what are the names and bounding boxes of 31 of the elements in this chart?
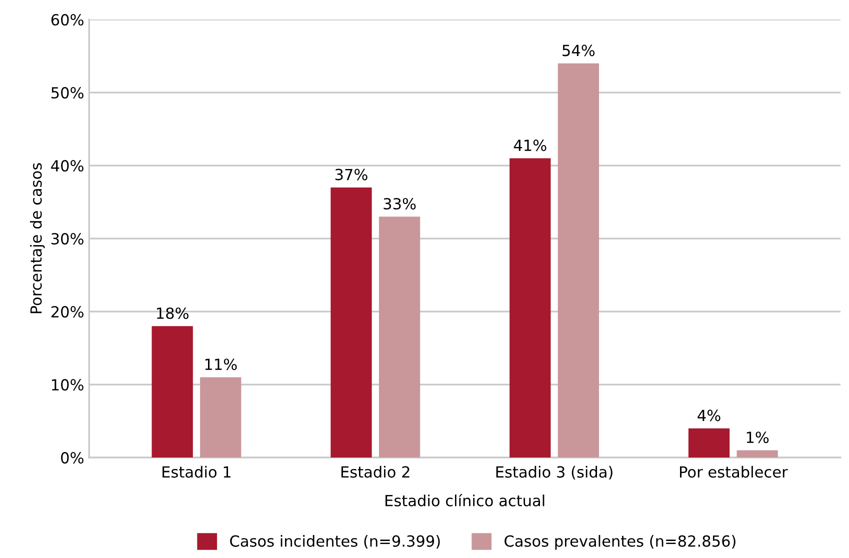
data-label: 37% <box>335 168 368 180</box>
bar <box>558 63 599 458</box>
data-label: 33% <box>384 198 416 210</box>
x-tick-label: Estadio 2 <box>341 466 410 478</box>
y-axis-title: Porcentaje de casos <box>30 163 45 314</box>
x-axis-title: Estadio clínico actual <box>386 494 544 506</box>
bar <box>378 216 420 458</box>
data-label: 41% <box>514 140 546 152</box>
bar <box>688 428 730 458</box>
data-label: 54% <box>562 44 595 56</box>
bar <box>510 158 551 458</box>
data-label: 18% <box>157 307 188 320</box>
bar <box>330 187 372 458</box>
x-tick-label: Estadio 3 (sida) <box>496 466 612 480</box>
bar <box>152 326 193 458</box>
x-tick-label: Por establecer <box>680 466 788 478</box>
y-tick-label: 0% <box>61 452 84 464</box>
legend-label: Casos prevalentes (n=82.856) <box>504 535 736 550</box>
y-tick-label: 30% <box>51 233 84 245</box>
y-tick-label: 60% <box>51 14 84 26</box>
bar <box>200 377 242 458</box>
data-label: 4% <box>698 410 720 422</box>
data-label: 11% <box>205 358 237 370</box>
bar <box>736 450 778 458</box>
x-tick-label: Estadio 1 <box>162 466 230 478</box>
data-label: 1% <box>746 432 769 444</box>
y-tick-label: 40% <box>51 160 84 172</box>
legend-label: Casos incidentes (n=9.399) <box>230 535 440 549</box>
y-tick-label: 10% <box>52 379 84 391</box>
y-tick-label: 50% <box>52 87 84 99</box>
y-tick-label: 20% <box>51 306 84 318</box>
